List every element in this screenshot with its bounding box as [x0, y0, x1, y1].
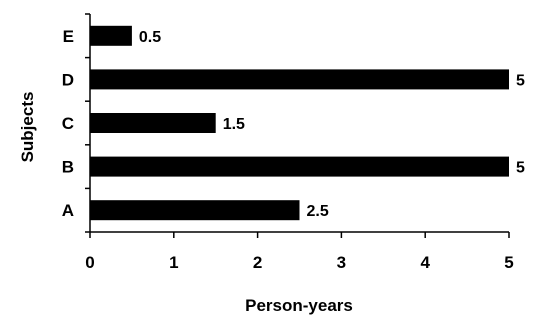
y-tick-label-e: E [63, 27, 74, 46]
x-tick-label: 2 [253, 253, 262, 272]
data-label-e: 0.5 [139, 29, 161, 46]
data-label-c: 1.5 [223, 116, 245, 133]
data-label-d: 5 [516, 72, 525, 89]
y-axis-title: Subjects [18, 92, 37, 163]
axes-layer [89, 14, 509, 233]
x-tick-label: 4 [420, 253, 430, 272]
x-tick-label: 3 [337, 253, 346, 272]
y-tick-label-c: C [62, 114, 74, 133]
bar-b [90, 156, 509, 177]
x-axis-title: Person-years [245, 296, 353, 315]
y-tick-label-d: D [62, 70, 74, 89]
ticks-layer [85, 13, 510, 238]
bars-layer [90, 25, 509, 221]
bar-e [90, 25, 132, 46]
y-tick-label-a: A [62, 201, 74, 220]
x-tick-label: 0 [85, 253, 94, 272]
bar-d [90, 69, 509, 90]
data-label-b: 5 [516, 160, 525, 177]
y-tick-label-b: B [62, 158, 74, 177]
x-tick-label: 1 [169, 253, 178, 272]
data-label-a: 2.5 [307, 203, 329, 220]
bar-a [90, 200, 300, 221]
x-tick-label: 5 [504, 253, 513, 272]
labels-layer: A 2.5 B 5 C 1.5 D 5 E 0.5 0 1 2 3 4 5 [62, 27, 525, 272]
bar-c [90, 113, 216, 133]
